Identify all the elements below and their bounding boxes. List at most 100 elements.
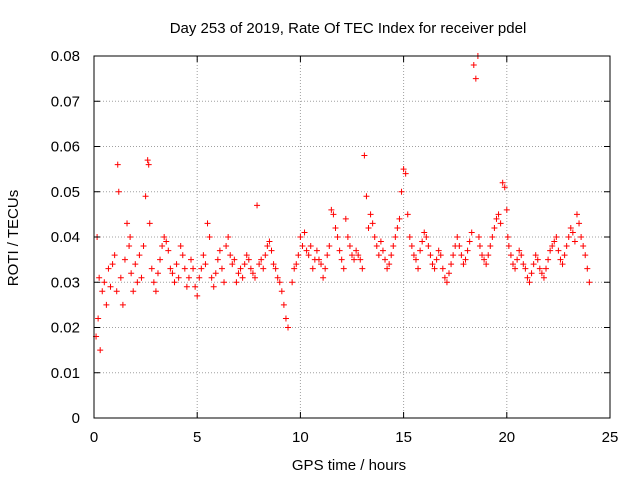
data-point (266, 238, 273, 245)
data-point (396, 215, 403, 222)
data-point (512, 265, 519, 272)
data-point (336, 247, 343, 254)
data-point (334, 234, 341, 240)
data-point (132, 261, 139, 268)
data-point (557, 256, 564, 263)
data-point (239, 274, 246, 281)
data-point (394, 224, 401, 231)
data-point (183, 283, 190, 290)
data-point (262, 252, 269, 259)
data-point (475, 234, 482, 240)
y-tick-label: 0.06 (51, 139, 80, 156)
data-point (427, 252, 434, 259)
data-point (231, 256, 238, 263)
data-point (342, 215, 349, 222)
data-point (274, 274, 281, 281)
data-point (111, 252, 118, 259)
data-point (367, 211, 374, 218)
data-point (301, 229, 308, 236)
data-point (285, 324, 292, 331)
data-point (185, 274, 192, 281)
data-point (297, 234, 304, 240)
data-point (530, 261, 537, 268)
data-point (543, 265, 550, 272)
data-point (346, 243, 353, 250)
data-point (96, 274, 103, 281)
data-point (171, 279, 178, 286)
data-point (127, 234, 134, 240)
data-point (419, 238, 426, 245)
data-point (470, 62, 477, 69)
data-point (369, 220, 376, 227)
data-point (121, 256, 128, 263)
data-point (251, 274, 258, 281)
data-point (483, 261, 490, 268)
x-tick-label: 0 (90, 429, 98, 446)
data-point (163, 238, 170, 245)
data-point (429, 261, 436, 268)
data-point (386, 261, 393, 268)
data-point (315, 256, 322, 263)
data-point (481, 256, 488, 263)
data-point (448, 261, 455, 268)
data-point (551, 238, 558, 245)
data-point (421, 229, 428, 236)
data-point (340, 265, 347, 272)
data-point (479, 252, 486, 259)
data-point (307, 243, 314, 250)
data-point (373, 243, 380, 250)
data-point (582, 252, 589, 259)
data-point (146, 220, 153, 227)
x-tick-label: 20 (498, 429, 515, 446)
data-point (569, 229, 576, 236)
data-point (406, 234, 413, 240)
data-point (245, 256, 252, 263)
data-point (105, 265, 112, 272)
data-point (398, 188, 405, 195)
chart-title: Day 253 of 2019, Rate Of TEC Index for r… (170, 20, 527, 37)
data-point (113, 288, 120, 295)
data-point (299, 243, 306, 250)
data-point (518, 252, 525, 259)
y-tick-label: 0 (72, 410, 80, 427)
data-point (561, 252, 568, 259)
data-point (509, 261, 516, 268)
data-point (536, 265, 543, 272)
data-point (181, 265, 188, 272)
data-point (433, 256, 440, 263)
data-point (305, 252, 312, 259)
data-point (295, 252, 302, 259)
data-point (165, 247, 172, 254)
data-point (254, 202, 261, 209)
data-point (344, 234, 351, 240)
data-point (101, 279, 108, 286)
data-point (514, 256, 521, 263)
data-point (495, 211, 502, 218)
data-point (466, 238, 473, 245)
data-point (95, 315, 102, 322)
data-point (382, 256, 389, 263)
data-point (441, 274, 448, 281)
data-point (487, 243, 494, 250)
data-point (214, 256, 221, 263)
data-point (145, 161, 152, 168)
data-point (152, 288, 159, 295)
data-point (320, 274, 327, 281)
data-point (390, 243, 397, 250)
data-point (567, 224, 574, 231)
data-point (359, 265, 366, 272)
y-axis-label: ROTI / TECUs (5, 190, 22, 286)
data-point (179, 252, 186, 259)
data-point (365, 224, 372, 231)
data-point (545, 256, 552, 263)
data-point (128, 270, 135, 277)
data-point (349, 252, 355, 259)
data-points (93, 53, 593, 354)
data-point (491, 224, 498, 231)
data-point (400, 166, 407, 173)
data-point (526, 279, 533, 286)
data-point (196, 274, 203, 281)
data-point (154, 270, 161, 277)
data-point (547, 247, 554, 254)
data-point (200, 252, 207, 259)
